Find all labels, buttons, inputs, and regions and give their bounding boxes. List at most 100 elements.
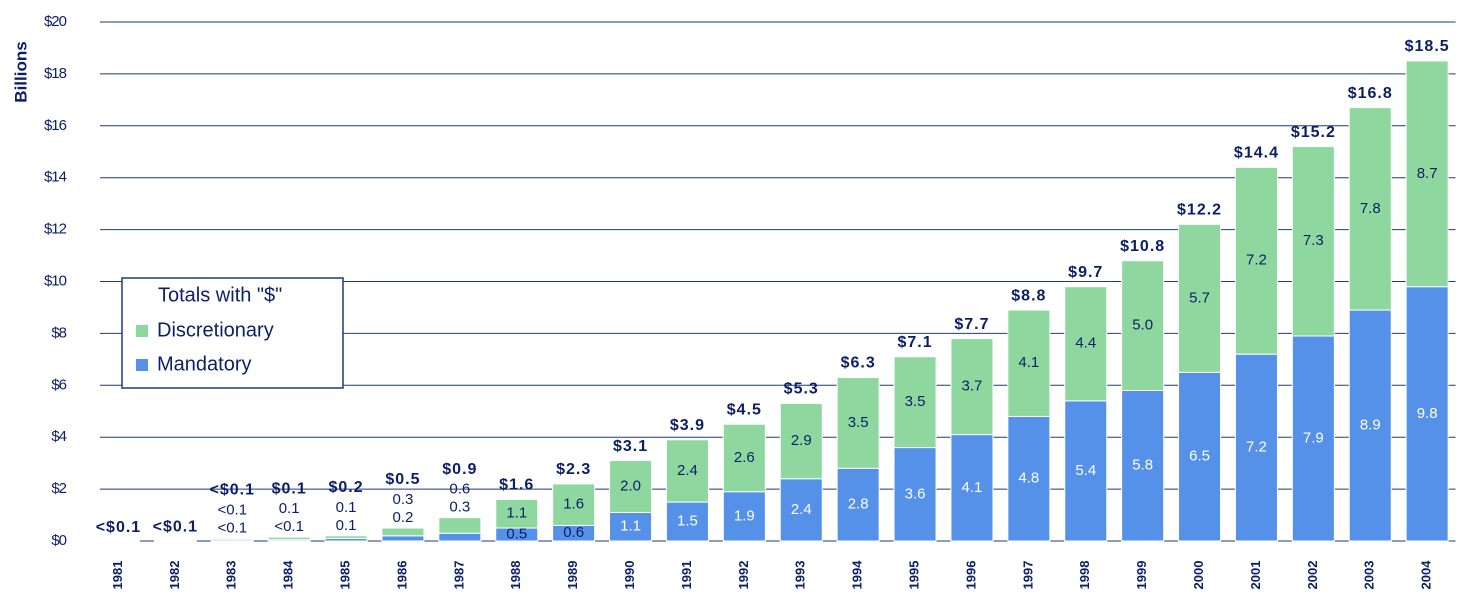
segment-label: 9.8: [1417, 405, 1438, 422]
segment-label: 1.1: [506, 505, 527, 522]
bar-segment: [1121, 260, 1165, 391]
y-tick-label: $6: [51, 376, 66, 393]
segment-label: 2.0: [620, 477, 641, 494]
segment-label: <0.1: [217, 519, 247, 536]
total-label: $4.5: [727, 401, 762, 418]
x-tick-label: 1986: [394, 561, 409, 590]
segment-label: 6.5: [1189, 448, 1210, 465]
bar-segment: [609, 460, 653, 513]
total-label: $7.7: [954, 316, 989, 333]
segment-label: <0.1: [274, 518, 304, 535]
bar-segment: [438, 517, 482, 534]
x-tick-label: 2003: [1362, 561, 1377, 590]
bar-segment: [438, 532, 482, 542]
legend-title: Totals with "$": [158, 284, 282, 306]
x-tick-label: 1982: [167, 561, 182, 590]
bar-segment: [893, 447, 937, 542]
bar-segment: [1234, 166, 1278, 355]
x-tick-label: 1991: [679, 561, 694, 590]
x-tick-label: 1997: [1020, 561, 1035, 590]
bar-segment: [381, 527, 425, 537]
bar-segment: [381, 535, 425, 542]
x-tick-label: 1994: [850, 560, 865, 590]
segment-label: 7.8: [1360, 200, 1381, 217]
total-label: $0.1: [272, 480, 307, 497]
y-tick-label: $2: [51, 480, 66, 497]
total-label: $12.2: [1177, 202, 1222, 219]
total-label: $6.3: [841, 355, 876, 372]
bar-segment: [552, 483, 596, 526]
x-tick-label: 1992: [736, 561, 751, 590]
segment-label: <0.1: [217, 501, 247, 518]
total-label: $2.3: [556, 461, 591, 478]
x-tick-label: 1985: [337, 561, 352, 590]
x-tick-label: 1998: [1077, 561, 1092, 590]
x-tick-label: 1981: [110, 561, 125, 590]
y-tick-label: $4: [51, 428, 66, 445]
y-tick-label: $20: [44, 13, 67, 30]
segment-label: 4.8: [1018, 470, 1039, 487]
segment-label: 0.1: [336, 499, 357, 516]
bar-segment: [779, 402, 823, 480]
segment-label: 5.8: [1132, 457, 1153, 474]
total-label: $8.8: [1011, 287, 1046, 304]
x-tick-label: 1999: [1134, 561, 1149, 590]
bar-segment: [665, 439, 709, 503]
total-label: $7.1: [897, 334, 932, 351]
total-label: $9.7: [1068, 264, 1103, 281]
segment-label: 7.2: [1246, 252, 1267, 269]
bar-segment: [210, 537, 254, 541]
x-tick-label: 2000: [1191, 561, 1206, 590]
segment-label: 0.1: [279, 500, 300, 517]
bar-segment: [495, 498, 539, 529]
segment-label: 2.6: [734, 449, 755, 466]
x-tick-label: 1995: [906, 561, 921, 590]
total-label: $1.6: [499, 477, 534, 494]
legend-swatch: [136, 359, 148, 371]
legend-label: Discretionary: [157, 319, 274, 341]
bar-segment: [1291, 335, 1335, 542]
bar-segment: [1007, 309, 1051, 417]
bar-segment: [950, 434, 994, 542]
bar-segment: [722, 423, 766, 493]
total-label: $16.8: [1348, 85, 1393, 102]
segment-label: 2.4: [677, 462, 698, 479]
total-label: $10.8: [1120, 238, 1165, 255]
y-tick-label: $0: [51, 532, 66, 549]
segment-label: 8.9: [1360, 416, 1381, 433]
y-tick-label: $18: [44, 65, 67, 82]
total-label: $3.9: [670, 417, 705, 434]
total-label: $0.2: [328, 479, 363, 496]
segment-label: 0.6: [563, 524, 584, 541]
total-label: <$0.1: [96, 519, 141, 536]
segment-label: 0.3: [449, 499, 470, 516]
bar-segment: [1234, 353, 1278, 542]
bar-segment: [1348, 107, 1392, 311]
x-tick-label: 1988: [508, 561, 523, 590]
segment-label: 0.2: [393, 509, 414, 526]
bar-segment: [1178, 223, 1222, 373]
total-label: <$0.1: [210, 482, 255, 499]
y-tick-label: $8: [51, 324, 66, 341]
bar-segment: [1178, 371, 1222, 542]
segment-label: 8.7: [1417, 165, 1438, 182]
total-label: $3.1: [613, 438, 648, 455]
segment-label: 3.5: [848, 414, 869, 431]
segment-label: 1.6: [563, 496, 584, 513]
segment-label: 0.6: [449, 481, 470, 498]
segment-label: 5.0: [1132, 317, 1153, 334]
segment-label: 4.1: [962, 479, 983, 496]
segment-label: 0.5: [506, 525, 527, 542]
bar-segment: [836, 377, 880, 469]
x-tick-label: 1990: [622, 561, 637, 590]
bar-segment: [950, 338, 994, 436]
segment-label: 1.1: [620, 518, 641, 535]
segment-label: 1.5: [677, 513, 698, 530]
segment-label: 4.1: [1018, 354, 1039, 371]
bar-segment: [722, 491, 766, 542]
segment-label: 3.7: [962, 378, 983, 395]
x-tick-label: 1996: [963, 561, 978, 590]
segment-label: 5.4: [1075, 462, 1096, 479]
bar-segment: [1405, 286, 1449, 542]
